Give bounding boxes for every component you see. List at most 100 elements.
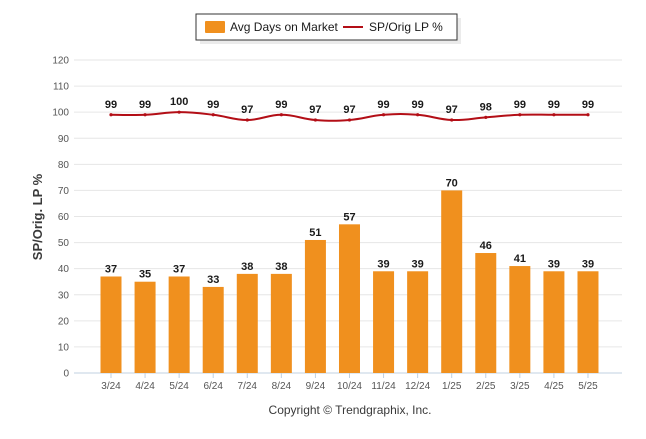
line-point	[347, 118, 352, 122]
y-tick-label: 20	[58, 316, 70, 327]
line-point	[586, 113, 590, 117]
y-tick-label: 10	[58, 342, 70, 353]
y-tick-label: 90	[58, 134, 70, 145]
bar-value-label: 39	[412, 258, 424, 270]
line-series	[109, 110, 590, 122]
x-tick-label: 9/24	[306, 381, 326, 392]
bar	[407, 271, 429, 373]
line-point	[484, 115, 488, 119]
line-point	[416, 113, 420, 117]
legend-label-line: SP/Orig LP %	[369, 20, 443, 34]
bar-value-label: 39	[377, 258, 389, 270]
x-tick-label: 5/24	[169, 381, 189, 392]
x-tick-label: 6/24	[203, 381, 223, 392]
bar-value-label: 35	[139, 269, 151, 281]
line-value-label: 99	[377, 99, 389, 111]
bar-value-label: 51	[309, 227, 321, 239]
x-tick-label: 3/24	[101, 381, 121, 392]
x-tick-label: 8/24	[272, 381, 292, 392]
line-value-label: 99	[105, 99, 117, 111]
legend-label-bar: Avg Days on Market	[230, 20, 338, 34]
line-point	[143, 113, 147, 117]
bar	[270, 273, 292, 373]
x-tick-label: 1/25	[442, 381, 462, 392]
y-tick-label: 80	[58, 160, 70, 171]
line-point	[381, 113, 386, 117]
legend: Avg Days on Market SP/Orig LP %	[195, 13, 461, 44]
line-point	[109, 113, 113, 117]
bar-series	[100, 190, 599, 373]
line-point	[552, 113, 556, 117]
bar-value-label: 41	[514, 253, 526, 265]
line-value-label: 97	[343, 104, 355, 116]
bar-value-label: 70	[446, 177, 458, 189]
y-tick-label: 110	[53, 82, 69, 93]
bar-value-label: 37	[105, 263, 117, 275]
bar	[475, 253, 497, 373]
x-tick-label: 10/24	[337, 381, 362, 392]
y-axis-title: SP/Orig. LP %	[30, 173, 45, 260]
data-labels: 37 35 37 33 38 38 51 57 39 39 70 46 41 39 39 99 99 100 99 9…	[105, 96, 594, 286]
line-value-label: 97	[309, 104, 321, 116]
bar	[202, 286, 224, 373]
x-tick-label: 3/25	[510, 381, 530, 392]
line-point	[313, 118, 318, 122]
bar-value-label: 38	[275, 261, 287, 273]
y-tick-label: 70	[58, 186, 70, 197]
axes: 0 10 20 30 40 50 60 70 80 90 100 110 120 3/24 4/24 5/24…	[52, 56, 622, 392]
bar	[236, 273, 258, 373]
bar	[134, 281, 156, 373]
line-value-label: 97	[446, 104, 458, 116]
bar-value-label: 39	[582, 258, 594, 270]
legend-frame	[195, 13, 458, 41]
x-tick-label: 12/24	[405, 381, 430, 392]
line-point	[518, 113, 522, 117]
y-tick-label: 30	[58, 290, 70, 301]
x-tick-label: 7/24	[238, 381, 258, 392]
bar	[577, 271, 599, 373]
y-tick-label: 50	[58, 238, 70, 249]
x-tick-label: 4/25	[544, 381, 564, 392]
y-tick-label: 100	[52, 108, 69, 119]
line-point	[245, 118, 249, 122]
line-value-label: 100	[170, 96, 188, 108]
bar-value-label: 38	[241, 261, 253, 273]
line-point	[279, 113, 283, 117]
line-value-label: 99	[139, 99, 151, 111]
y-tick-label: 0	[63, 369, 69, 380]
line-value-label: 99	[412, 99, 424, 111]
bar	[168, 276, 190, 373]
x-tick-label: 2/25	[476, 381, 496, 392]
bar-value-label: 46	[480, 240, 492, 252]
bar-value-label: 39	[548, 258, 560, 270]
legend-swatch-bar	[205, 21, 225, 33]
copyright-text: Copyright © Trendgraphix, Inc.	[269, 403, 432, 417]
bar	[543, 271, 565, 373]
bar	[304, 239, 326, 373]
line-point	[211, 113, 215, 117]
bar	[338, 224, 360, 373]
x-tick-label: 4/24	[135, 381, 155, 392]
line-point	[177, 110, 181, 114]
y-tick-label: 120	[52, 56, 69, 67]
x-tick-label: 5/25	[578, 381, 598, 392]
bar	[509, 266, 531, 373]
bar	[373, 271, 395, 373]
bar-value-label: 33	[207, 274, 219, 286]
line-value-label: 99	[207, 99, 219, 111]
line-value-label: 99	[514, 99, 526, 111]
x-tick-label: 11/24	[371, 381, 396, 392]
bar-value-label: 37	[173, 263, 185, 275]
line-value-label: 98	[480, 101, 492, 113]
y-tick-label: 40	[58, 264, 70, 275]
bar-value-label: 57	[343, 211, 355, 223]
line-value-label: 99	[275, 99, 287, 111]
bar	[100, 276, 122, 373]
line-value-label: 99	[548, 99, 560, 111]
bar	[441, 190, 463, 373]
line-value-label: 97	[241, 104, 253, 116]
line-point	[450, 118, 454, 122]
line-value-label: 99	[582, 99, 594, 111]
